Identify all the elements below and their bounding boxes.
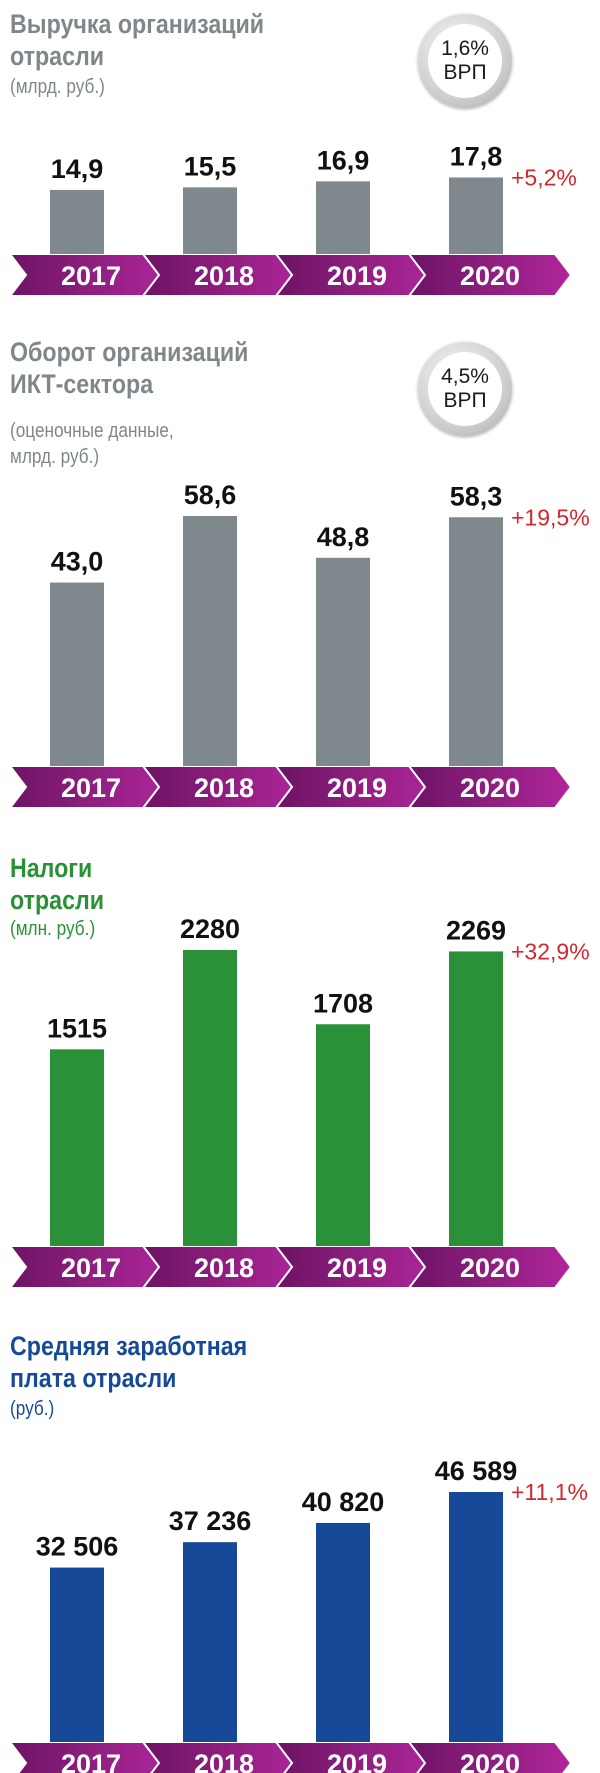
revenue-chart: Выручка организаций отрасли (млрд. руб.)…: [0, 0, 600, 297]
year-label: 2017: [61, 1253, 121, 1283]
badge-value: 1,6%: [441, 37, 489, 60]
grp-share-badge: 1,6% ВРП: [418, 14, 512, 108]
year-label: 2019: [327, 261, 387, 291]
badge-label: ВРП: [443, 389, 487, 412]
chart-title-line: Средняя заработная: [10, 1331, 248, 1361]
year-label: 2019: [327, 1749, 387, 1773]
bar: [316, 1522, 370, 1742]
bar-value-label: 40 820: [302, 1487, 385, 1517]
bar: [50, 582, 104, 766]
year-label: 2018: [194, 1253, 254, 1283]
growth-label: +5,2%: [511, 164, 577, 190]
year-segment: [406, 253, 573, 297]
bar-value-label: 32 506: [36, 1532, 119, 1562]
chart-title-line: отрасли: [10, 885, 105, 915]
year-label: 2020: [460, 773, 520, 803]
year-label: 2017: [61, 773, 121, 803]
bar-value-label: 1708: [313, 988, 373, 1018]
year-label: 2018: [194, 261, 254, 291]
chart-plot: 2017 2018 2019 2020 1515 2280 1708 2269+32,9%: [7, 914, 590, 1289]
chart-plot: 2017 2018 2019 2020 32 506 37 236 40 820 46 589…: [7, 1456, 588, 1773]
bar: [183, 950, 237, 1246]
bar-value-label: 46 589: [435, 1456, 518, 1486]
bar: [183, 187, 237, 254]
bar-value-label: 16,9: [317, 145, 370, 175]
bar: [449, 517, 503, 766]
chart-title-line: Налоги: [10, 853, 93, 883]
ict-turnover-chart: Оборот организаций ИКТ-сектора (оценочны…: [0, 328, 600, 809]
growth-label: +19,5%: [511, 504, 590, 530]
bar-value-label: 58,6: [184, 480, 237, 510]
bar: [449, 177, 503, 254]
year-label: 2020: [460, 1749, 520, 1773]
chart-title-line: ИКТ-сектора: [10, 369, 154, 399]
salary-chart: Средняя заработная плата отрасли (руб.) …: [0, 1288, 600, 1773]
year-segment: [406, 765, 573, 809]
bar: [50, 1567, 104, 1742]
bar: [183, 515, 237, 766]
chart-title-line: плата отрасли: [10, 1363, 177, 1393]
chart-subtitle-line: (руб.): [10, 1398, 55, 1420]
badge-text: 4,5% ВРП: [428, 352, 502, 426]
bar: [50, 1049, 104, 1246]
bar-value-label: 2280: [180, 914, 240, 944]
grp-share-badge: 4,5% ВРП: [418, 342, 512, 436]
bar: [449, 1492, 503, 1742]
taxes-chart: Налоги отрасли (млн. руб.) 2017 2018 2019 2…: [0, 808, 600, 1289]
bar-value-label: 48,8: [317, 522, 370, 552]
growth-label: +32,9%: [511, 938, 590, 964]
chart-subtitle: (руб.): [10, 1396, 54, 1422]
growth-label: +11,1%: [511, 1479, 588, 1505]
year-label: 2017: [61, 261, 121, 291]
chart-subtitle: (млрд. руб.): [10, 74, 105, 100]
bar: [316, 1024, 370, 1246]
badge-label: ВРП: [443, 61, 487, 84]
year-segment: [406, 1741, 573, 1773]
chart-subtitle-line: млрд. руб.): [10, 446, 100, 468]
year-label: 2019: [327, 773, 387, 803]
badge-text: 1,6% ВРП: [428, 24, 502, 98]
bar-value-label: 37 236: [169, 1506, 252, 1536]
chart-plot: 2017 2018 2019 2020 14,9 15,5 16,9 17,8 +5,2%: [7, 141, 577, 297]
chart-title: Выручка организаций отрасли: [10, 8, 264, 72]
year-label: 2017: [61, 1749, 121, 1773]
year-label: 2019: [327, 1253, 387, 1283]
bar-value-label: 43,0: [51, 547, 104, 577]
chart-title: Оборот организаций ИКТ-сектора: [10, 336, 248, 400]
chart-subtitle: (оценочные данные, млрд. руб.): [10, 418, 174, 470]
bar-value-label: 17,8: [450, 141, 503, 171]
chart-title-line: Оборот организаций: [10, 337, 249, 367]
bar-value-label: 58,3: [450, 481, 503, 511]
chart-subtitle-line: (млн. руб.): [10, 918, 96, 940]
bar: [316, 181, 370, 254]
chart-title: Средняя заработная плата отрасли: [10, 1330, 247, 1394]
bar: [449, 951, 503, 1246]
bar: [50, 189, 104, 254]
chart-title: Налоги отрасли: [10, 852, 104, 916]
year-label: 2020: [460, 1253, 520, 1283]
bar-value-label: 1515: [47, 1013, 107, 1043]
chart-title-line: Выручка организаций: [10, 9, 265, 39]
bar-value-label: 14,9: [51, 154, 104, 184]
bar-value-label: 2269: [446, 915, 506, 945]
chart-subtitle: (млн. руб.): [10, 916, 95, 942]
chart-title-line: отрасли: [10, 41, 105, 71]
badge-value: 4,5%: [441, 365, 489, 388]
year-segment: [406, 1245, 573, 1289]
bar: [316, 557, 370, 766]
year-label: 2020: [460, 261, 520, 291]
year-label: 2018: [194, 773, 254, 803]
bar-value-label: 15,5: [184, 151, 237, 181]
chart-subtitle-line: (оценочные данные,: [10, 420, 174, 442]
bar: [183, 1542, 237, 1742]
chart-subtitle-line: (млрд. руб.): [10, 76, 105, 98]
chart-plot: 2017 2018 2019 2020 43,0 58,6 48,8 58,3 +19,5%: [7, 480, 590, 809]
year-label: 2018: [194, 1749, 254, 1773]
